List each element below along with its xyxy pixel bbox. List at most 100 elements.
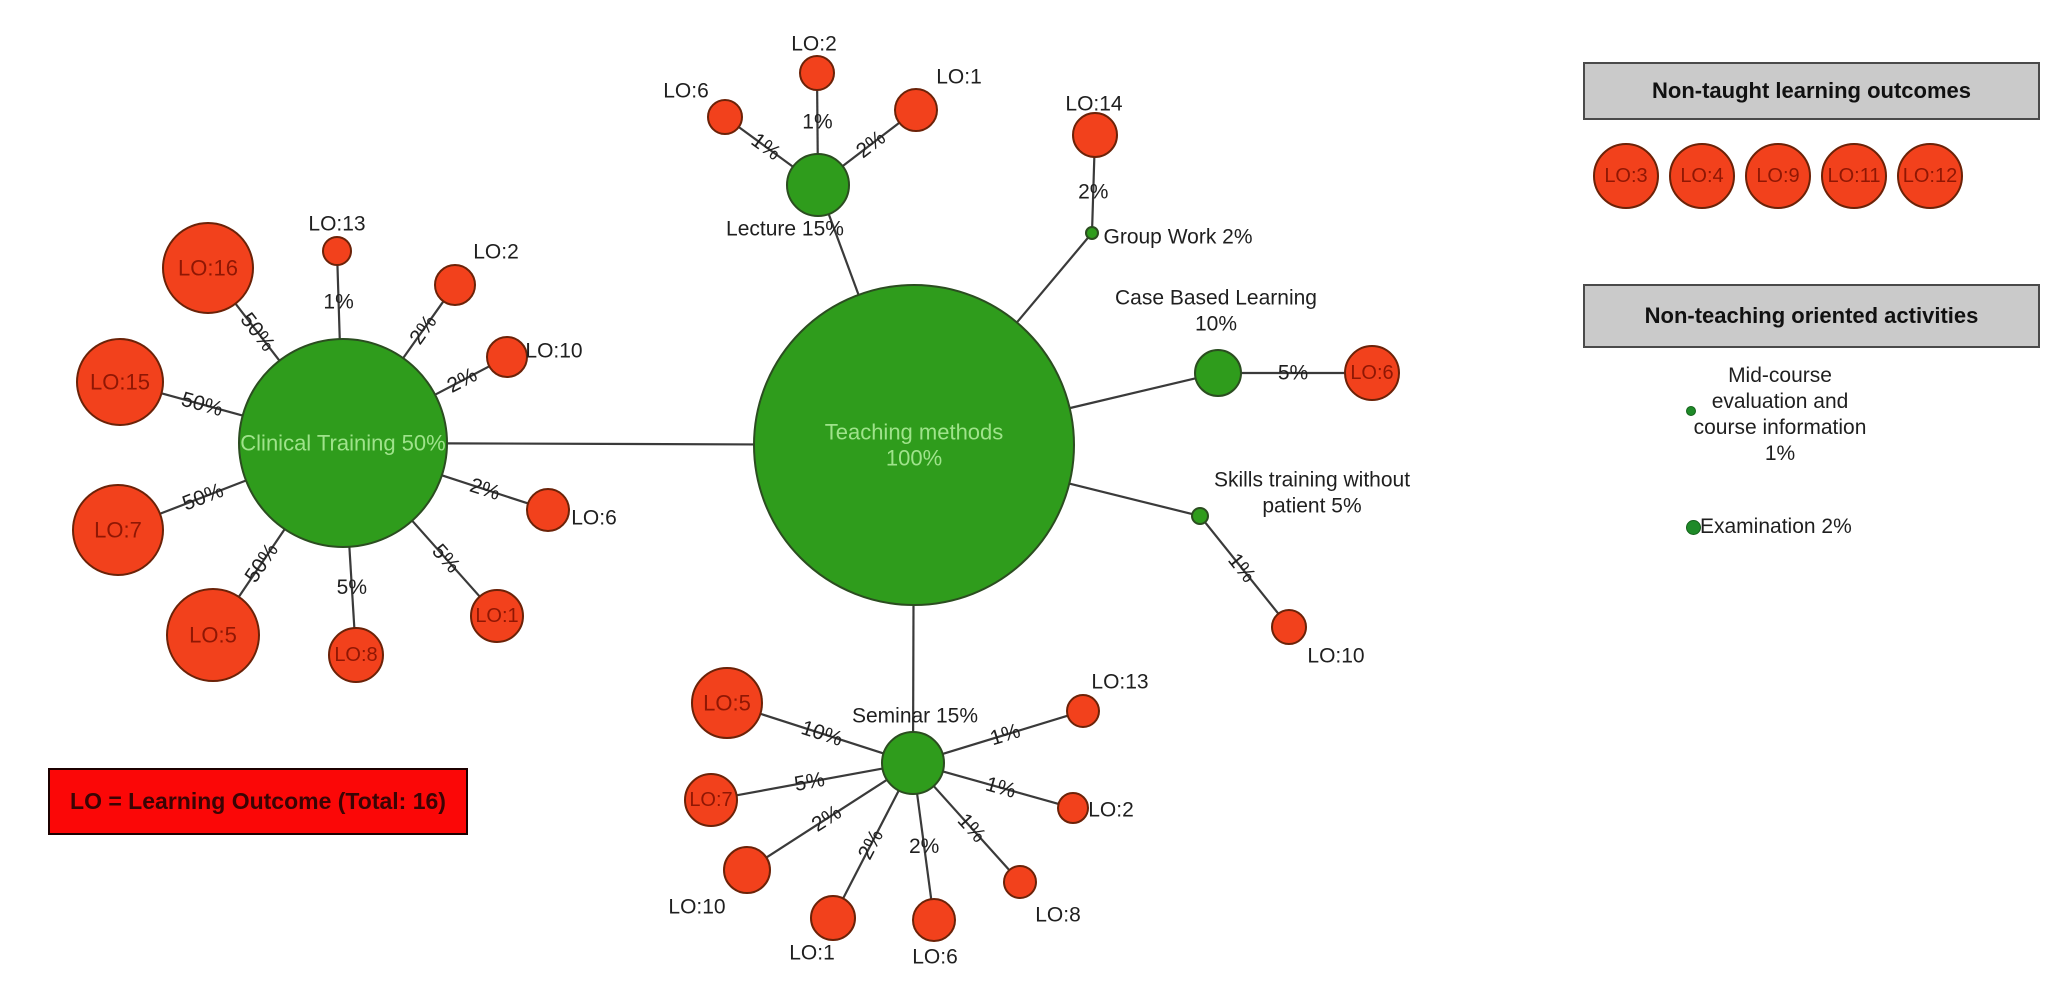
edge-label-seminar-se5: 10%: [798, 716, 845, 751]
node-label-cb6: LO:6: [1350, 362, 1393, 384]
edge-label-seminar-se13: 1%: [987, 719, 1023, 750]
node-label-c1: LO:1: [475, 605, 518, 627]
node-c6: [526, 488, 570, 532]
examination-dot-icon: [1686, 520, 1701, 535]
node-se6: [912, 898, 956, 942]
edge-seminar-se6: [916, 793, 933, 900]
node-c10: [486, 336, 528, 378]
node-label-clinical: Clinical Training 50%: [240, 431, 445, 456]
node-label-c6: LO:6: [571, 507, 617, 530]
edge-label-lecture-l2: 1%: [802, 111, 832, 134]
non-taught-outcomes-header: Non-taught learning outcomes: [1583, 62, 2040, 120]
midcourse-evaluation-label: Mid-course evaluation and course informa…: [1680, 363, 1880, 467]
lo-legend-note-text: LO = Learning Outcome (Total: 16): [70, 788, 446, 814]
node-c5: [166, 588, 260, 682]
edge-skills-s10: [1204, 521, 1280, 615]
examination-label: Examination 2%: [1700, 515, 1852, 538]
legend-outcome-lo-11: LO:11: [1821, 143, 1887, 209]
edge-label-clinical-c16: 50%: [236, 308, 280, 355]
node-label-se1: LO:1: [789, 942, 835, 965]
edge-label-clinical-c5: 50%: [240, 539, 283, 587]
edge-seminar-se7: [736, 767, 883, 797]
node-skills: [1191, 507, 1209, 525]
non-teaching-activities-header: Non-teaching oriented activities: [1583, 284, 2040, 348]
legend-outcome-lo-4: LO:4: [1669, 143, 1735, 209]
edge-label-clinical-c2: 2%: [405, 311, 441, 349]
edge-clinical-c8: [348, 546, 356, 629]
node-label-c15: LO:15: [90, 370, 150, 395]
node-c8: [328, 627, 384, 683]
node-se13: [1066, 694, 1100, 728]
edge-seminar-se5: [759, 712, 884, 755]
node-se5: [691, 667, 763, 739]
node-label-seminar: Seminar 15%: [852, 705, 978, 728]
edge-label-seminar-se6: 2%: [909, 835, 939, 858]
node-label-teaching: Teaching methods: [825, 420, 1004, 445]
node-label-c2: LO:2: [473, 241, 519, 264]
node-se10: [723, 846, 771, 894]
lo-legend-note: LO = Learning Outcome (Total: 16): [48, 768, 468, 835]
edge-seminar-se1: [842, 790, 900, 899]
node-clinical: [238, 338, 448, 548]
edge-teaching-lecture: [827, 213, 860, 296]
node-label-se10: LO:10: [668, 896, 725, 919]
node-label-s10: LO:10: [1307, 645, 1364, 668]
node-c1: [470, 589, 524, 643]
edge-teaching-clinical: [446, 442, 755, 446]
node-c15: [76, 338, 164, 426]
edge-label-clinical-c15: 50%: [179, 388, 226, 421]
edge-clinical-c13: [336, 264, 341, 340]
edge-label-seminar-se7: 5%: [793, 768, 827, 796]
edge-label-clinical-c8: 5%: [337, 576, 367, 599]
node-c13: [322, 236, 352, 266]
edge-seminar-se13: [942, 714, 1069, 755]
node-c16: [162, 222, 254, 314]
edge-label-seminar-se2: 1%: [983, 772, 1018, 802]
node-label-c10: LO:10: [525, 340, 582, 363]
edge-label-cbl-cb6: 5%: [1278, 362, 1308, 385]
node-teaching: [753, 284, 1075, 606]
edge-clinical-c15: [161, 392, 243, 417]
node-se7: [684, 773, 738, 827]
edge-clinical-c10: [434, 365, 490, 396]
node-label-l1: LO:1: [936, 66, 982, 89]
edge-seminar-se2: [942, 770, 1059, 805]
node-c7: [72, 484, 164, 576]
edge-label-seminar-se10: 2%: [808, 801, 846, 837]
edge-clinical-c6: [441, 474, 529, 505]
node-label-c7: LO:7: [94, 518, 142, 543]
node-label-skills: Skills training without: [1214, 469, 1410, 492]
midcourse-line-3: course information: [1693, 416, 1867, 439]
edge-lecture-l1: [841, 121, 900, 168]
node-label-l2: LO:2: [791, 33, 837, 56]
edge-label-clinical-c7: 50%: [179, 479, 226, 516]
node-label-c13: LO:13: [308, 213, 365, 236]
legend-outcome-lo-9: LO:9: [1745, 143, 1811, 209]
legend-outcome-lo-12: LO:12: [1897, 143, 1963, 209]
midcourse-line-2: evaluation and: [1711, 390, 1849, 413]
node-label-c8: LO:8: [334, 644, 377, 666]
edge-teaching-skills: [1069, 482, 1193, 516]
node-cb6: [1344, 345, 1400, 401]
node-label-l6: LO:6: [663, 80, 709, 103]
node-label-groupwork: Group Work 2%: [1104, 226, 1253, 249]
node-se2: [1057, 792, 1089, 824]
midcourse-dot-icon: [1686, 406, 1696, 416]
edge-label-clinical-c6: 2%: [467, 474, 503, 505]
edge-label-seminar-se1: 2%: [854, 826, 888, 864]
node-seminar: [881, 731, 945, 795]
node-label-se13: LO:13: [1091, 671, 1148, 694]
edge-clinical-c7: [159, 479, 247, 515]
node-label-cbl: Case Based Learning: [1115, 287, 1317, 310]
edge-clinical-c2: [402, 300, 445, 359]
node-label-c16: LO:16: [178, 256, 238, 281]
legend-outcome-lo-3: LO:3: [1593, 143, 1659, 209]
node-cbl: [1194, 349, 1242, 397]
node-lecture: [786, 153, 850, 217]
node-label-se6: LO:6: [912, 946, 958, 969]
node-l2: [799, 55, 835, 91]
edge-label-groupwork-g14: 2%: [1078, 180, 1108, 203]
edge-teaching-cbl: [1069, 377, 1196, 410]
